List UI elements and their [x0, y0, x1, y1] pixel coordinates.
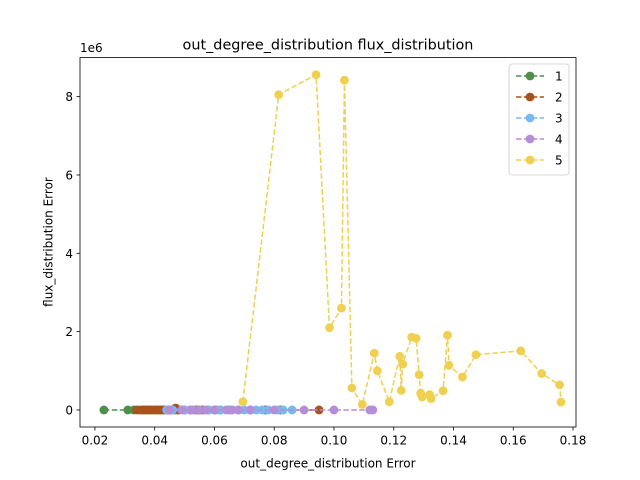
y-axis-label: flux_distribution Error: [42, 177, 56, 307]
series-5-point: [340, 75, 349, 85]
legend-label-4: 4: [555, 133, 563, 147]
x-tick-label: 0.02: [82, 434, 109, 448]
series-5-point: [372, 366, 382, 376]
x-tick-label: 0.16: [500, 434, 527, 448]
series-4-point: [368, 405, 378, 415]
legend-marker-2: [525, 92, 535, 102]
series-5-point: [274, 90, 284, 100]
series-5-point: [398, 359, 408, 369]
legend-marker-1: [525, 71, 535, 81]
series-5-point: [357, 400, 367, 409]
series-5-point: [411, 333, 421, 343]
series-4-point: [245, 405, 255, 415]
legend-box: [508, 63, 570, 176]
series-5-point: [555, 380, 564, 390]
series-5-point: [238, 397, 248, 407]
series-4-point: [299, 405, 309, 415]
series-5-point: [426, 394, 436, 404]
series-5-point: [369, 348, 379, 358]
axis-ticks: 0.02 0.04 0.06 0.08 0.10 0.12 0.14 0.16 0.18 0 2 4 6…: [65, 90, 586, 447]
series-4-point: [269, 405, 279, 415]
series-4-point: [233, 405, 243, 415]
series-5-point: [458, 372, 467, 382]
x-tick-label: 0.12: [380, 434, 407, 448]
legend-label-1: 1: [555, 70, 563, 84]
series-5-point: [414, 370, 424, 380]
series-5-point: [516, 346, 526, 356]
series-5-point: [471, 350, 481, 360]
plot-frame: [79, 57, 577, 428]
legend-marker-5: [525, 155, 535, 165]
x-tick-label: 0.18: [560, 434, 587, 448]
series-5-point: [537, 369, 547, 378]
series-2-point: [314, 405, 324, 415]
series-4-point: [177, 405, 186, 415]
legend-marker-4: [525, 134, 535, 144]
series-5-point: [556, 397, 566, 407]
x-tick-label: 0.10: [321, 434, 348, 448]
series-5-point: [443, 330, 452, 340]
x-axis-label: out_degree_distribution Error: [240, 457, 415, 471]
legend-marker-3: [525, 113, 535, 123]
x-tick-label: 0.06: [201, 434, 228, 448]
y-tick-label: 0: [65, 403, 73, 417]
series-4-point: [201, 405, 210, 415]
series-1-point: [99, 405, 109, 415]
x-tick-label: 0.14: [440, 434, 467, 448]
y-tick-label: 2: [65, 325, 73, 339]
legend-label-5: 5: [555, 154, 563, 168]
series-5-point: [417, 392, 427, 402]
series-5-point: [325, 323, 334, 333]
series-5-point: [395, 351, 405, 361]
series-5-point: [347, 383, 357, 393]
y-axis-offset-label: 1e6: [80, 41, 103, 55]
series-5-point: [396, 385, 406, 395]
legend: 1 2 3 4 5: [508, 63, 570, 176]
x-tick-label: 0.04: [141, 434, 168, 448]
y-tick-label: 6: [65, 168, 73, 182]
legend-label-3: 3: [555, 112, 563, 126]
plot-area: [99, 70, 566, 415]
series-5-point: [311, 70, 321, 80]
legend-label-2: 2: [555, 91, 563, 105]
x-tick-label: 0.08: [261, 434, 288, 448]
series-4-point: [210, 405, 219, 415]
y-tick-label: 4: [65, 247, 73, 261]
chart-title: out_degree_distribution flux_distributio…: [183, 38, 474, 54]
y-tick-label: 8: [65, 90, 73, 104]
series-5-point: [337, 303, 346, 313]
series-5-point: [444, 360, 454, 370]
series-5-point: [438, 386, 448, 396]
series-4-point: [329, 405, 339, 415]
series-4-point: [165, 405, 175, 415]
series-5-point: [384, 397, 394, 407]
